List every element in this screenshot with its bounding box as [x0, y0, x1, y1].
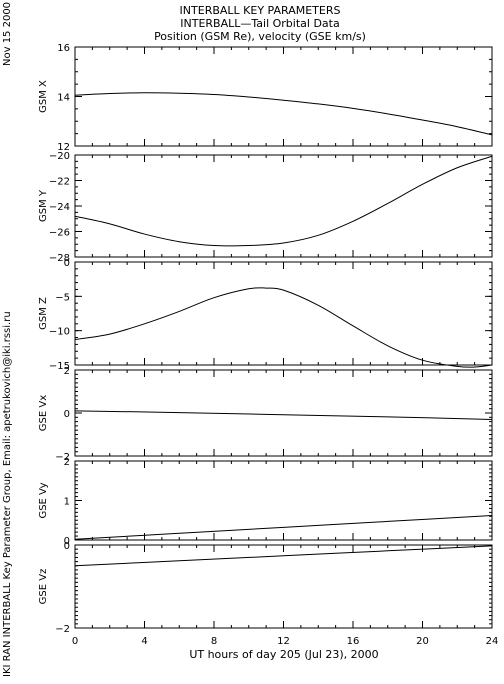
- x-tick-label: 16: [347, 636, 360, 647]
- title-line-2: INTERBALL—Tail Orbital Data: [180, 17, 339, 30]
- title-line-1: INTERBALL KEY PARAMETERS: [180, 4, 341, 17]
- y-axis-label: GSE Vy: [38, 482, 49, 518]
- y-tick-label: −15: [49, 361, 70, 372]
- y-tick-label: 0: [64, 258, 70, 269]
- y-tick-label: 14: [57, 93, 70, 104]
- series-line: [74, 155, 493, 247]
- panel-frame: [74, 46, 493, 147]
- title-line-3: Position (GSM Re), velocity (GSE km/s): [154, 30, 366, 43]
- series-line: [74, 410, 493, 420]
- y-axis-label: GSM Y: [38, 189, 49, 222]
- series-line: [74, 92, 493, 136]
- y-axis-label: GSM X: [38, 80, 49, 113]
- y-tick-label: 1: [64, 497, 70, 508]
- x-tick-label: 24: [486, 636, 499, 647]
- x-tick-label: 20: [416, 636, 429, 647]
- y-tick-label: −10: [49, 327, 70, 338]
- y-tick-label: −5: [55, 292, 70, 303]
- y-tick-label: −28: [49, 253, 70, 264]
- y-tick-label: −26: [49, 228, 70, 239]
- series-line: [74, 515, 493, 540]
- y-axis-label: GSM Z: [38, 297, 49, 330]
- y-tick-label: 2: [64, 366, 70, 377]
- y-axis-label: GSE Vz: [38, 569, 49, 605]
- series-line: [74, 287, 493, 368]
- panel-frame: [74, 369, 493, 457]
- series-line: [74, 545, 493, 567]
- side-date: Nov 15 2000: [2, 2, 13, 66]
- y-tick-label: −24: [49, 202, 70, 213]
- panel-frame: [74, 460, 493, 541]
- y-tick-label: 2: [64, 457, 70, 468]
- y-axis-label: GSE Vx: [38, 395, 49, 431]
- y-tick-label: −2: [55, 452, 70, 463]
- y-tick-label: 0: [64, 541, 70, 552]
- x-tick-label: 4: [141, 636, 147, 647]
- x-tick-label: 12: [277, 636, 290, 647]
- side-credit: IKI RAN INTERBALL Key Parameter Group, E…: [2, 311, 13, 677]
- x-tick-label: 0: [72, 636, 78, 647]
- y-tick-label: −20: [49, 151, 70, 162]
- y-tick-label: −22: [49, 177, 70, 188]
- x-axis-label: UT hours of day 205 (Jul 23), 2000: [189, 648, 378, 661]
- y-tick-label: 16: [57, 43, 70, 54]
- y-tick-label: 12: [57, 142, 70, 153]
- x-tick-label: 8: [211, 636, 217, 647]
- y-tick-label: 0: [64, 536, 70, 547]
- y-tick-label: 0: [64, 409, 70, 420]
- panel-frame: [74, 154, 493, 258]
- y-tick-label: −2: [55, 624, 70, 635]
- panel-frame: [74, 261, 493, 366]
- panel-frame: [74, 544, 493, 629]
